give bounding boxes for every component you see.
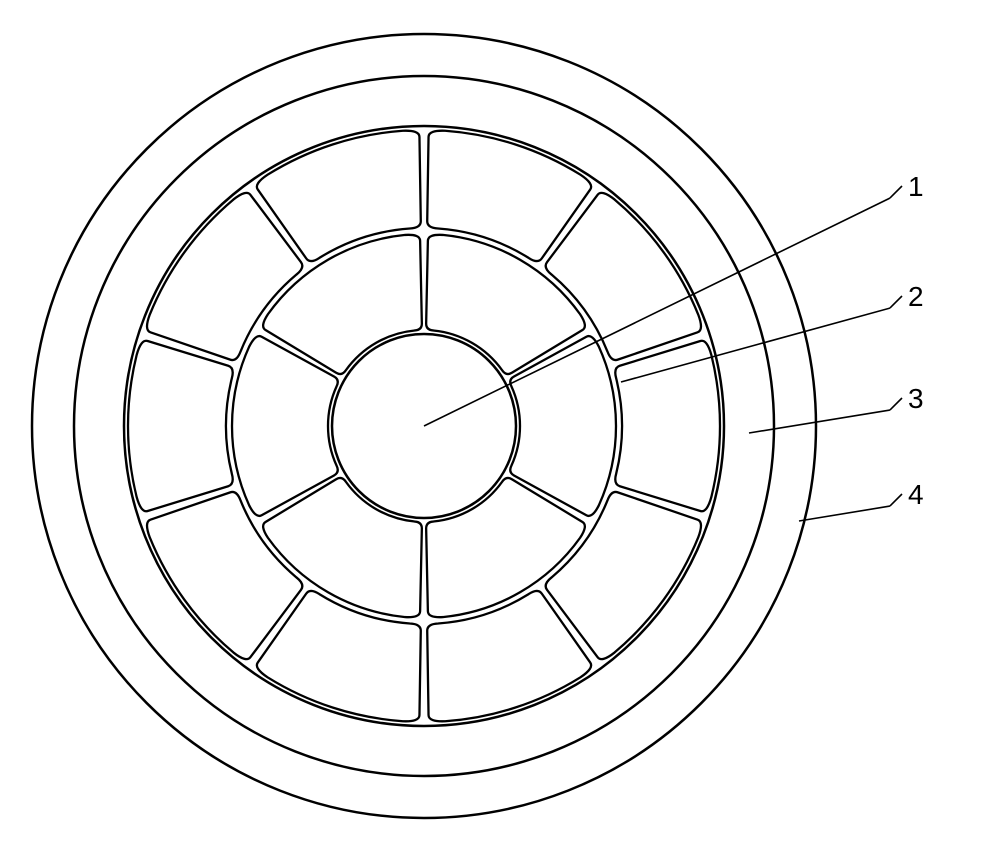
outer-segment-ring-segment xyxy=(128,341,233,511)
label-3: 3 xyxy=(908,383,924,414)
outer-segment-ring xyxy=(128,131,720,722)
leader-line xyxy=(799,506,890,521)
outer-segment-ring-segment xyxy=(257,131,421,261)
outer-segment-ring-segment xyxy=(427,131,591,261)
label-4: 4 xyxy=(908,479,924,510)
leader-tick xyxy=(890,186,902,198)
leader-tick xyxy=(890,494,902,506)
leader-line xyxy=(749,410,890,433)
leader-line xyxy=(424,198,890,426)
label-1: 1 xyxy=(908,171,924,202)
outer-segment-ring-segment xyxy=(257,591,421,721)
label-2: 2 xyxy=(908,281,924,312)
labels: 1 2 3 4 xyxy=(424,171,924,521)
outer-segment-ring-segment xyxy=(427,591,591,721)
outer-segment-ring-segment xyxy=(615,341,720,511)
leader-tick xyxy=(890,296,902,308)
leader-tick xyxy=(890,398,902,410)
inner-segment-ring-segment xyxy=(263,478,422,617)
inner-segment-ring-segment xyxy=(426,478,585,617)
diagram-canvas: 1 2 3 4 xyxy=(0,0,1000,843)
inner-segment-ring-segment xyxy=(426,235,585,374)
inner-segment-ring-segment xyxy=(263,235,422,374)
